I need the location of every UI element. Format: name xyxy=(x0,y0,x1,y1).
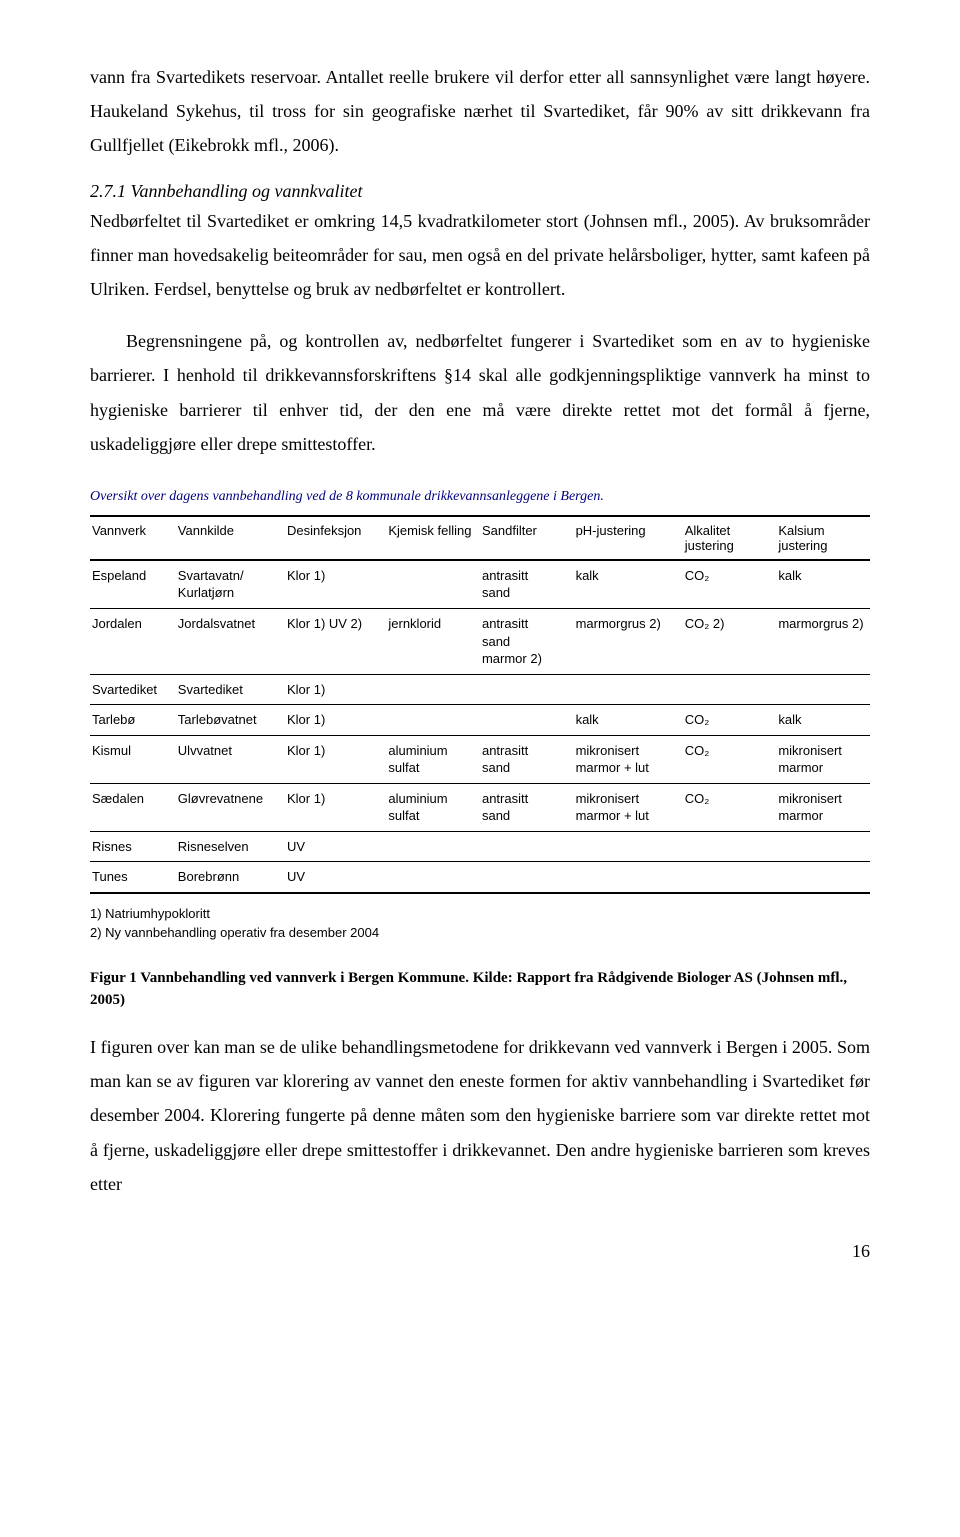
table-column-header: Kalsium justering xyxy=(776,516,870,560)
table-cell xyxy=(386,674,480,705)
table-cell: CO₂ 2) xyxy=(683,608,777,674)
table-cell: Svartediket xyxy=(90,674,176,705)
table-header-row: VannverkVannkildeDesinfeksjonKjemisk fel… xyxy=(90,516,870,560)
table-caption: Oversikt over dagens vannbehandling ved … xyxy=(90,489,870,505)
table-cell xyxy=(683,674,777,705)
footnote-line: 1) Natriumhypokloritt xyxy=(90,904,870,924)
section-subheading: 2.7.1 Vannbehandling og vannkvalitet xyxy=(90,181,870,202)
table-figure: Oversikt over dagens vannbehandling ved … xyxy=(90,489,870,943)
table-column-header: Desinfeksjon xyxy=(285,516,386,560)
table-cell: Tarlebøvatnet xyxy=(176,705,285,736)
table-row: SædalenGløvrevatneneKlor 1)aluminiumsulf… xyxy=(90,783,870,831)
table-row: KismulUlvvatnetKlor 1)aluminiumsulfatant… xyxy=(90,735,870,783)
table-cell: Tunes xyxy=(90,862,176,893)
table-cell: kalk xyxy=(574,560,683,609)
table-cell: marmorgrus 2) xyxy=(574,608,683,674)
table-cell: Espeland xyxy=(90,560,176,609)
table-cell: antrasittsandmarmor 2) xyxy=(480,608,574,674)
table-row: TunesBorebrønnUV xyxy=(90,862,870,893)
table-row: JordalenJordalsvatnetKlor 1) UV 2)jernkl… xyxy=(90,608,870,674)
table-cell xyxy=(480,674,574,705)
table-cell: Ulvvatnet xyxy=(176,735,285,783)
table-cell: UV xyxy=(285,831,386,862)
table-cell: marmorgrus 2) xyxy=(776,608,870,674)
table-cell xyxy=(480,705,574,736)
table-cell: Sædalen xyxy=(90,783,176,831)
table-cell xyxy=(386,831,480,862)
table-cell: kalk xyxy=(776,560,870,609)
table-cell xyxy=(776,862,870,893)
table-cell xyxy=(683,862,777,893)
table-cell: kalk xyxy=(776,705,870,736)
table-cell xyxy=(386,862,480,893)
table-column-header: Vannkilde xyxy=(176,516,285,560)
paragraph-1: vann fra Svartedikets reservoar. Antalle… xyxy=(90,60,870,163)
table-cell: Klor 1) xyxy=(285,674,386,705)
table-column-header: Sandfilter xyxy=(480,516,574,560)
table-column-header: Vannverk xyxy=(90,516,176,560)
table-row: SvartediketSvartediketKlor 1) xyxy=(90,674,870,705)
table-cell: CO₂ xyxy=(683,705,777,736)
table-cell: kalk xyxy=(574,705,683,736)
water-treatment-table: VannverkVannkildeDesinfeksjonKjemisk fel… xyxy=(90,515,870,894)
paragraph-3: Begrensningene på, og kontrollen av, ned… xyxy=(90,324,870,461)
table-cell xyxy=(480,831,574,862)
table-cell: antrasittsand xyxy=(480,783,574,831)
table-cell: mikronisertmarmor xyxy=(776,783,870,831)
table-column-header: Kjemisk felling xyxy=(386,516,480,560)
table-cell: UV xyxy=(285,862,386,893)
table-cell: Jordalsvatnet xyxy=(176,608,285,674)
table-row: TarlebøTarlebøvatnetKlor 1) kalkCO₂kalk xyxy=(90,705,870,736)
footnote-line: 2) Ny vannbehandling operativ fra desemb… xyxy=(90,923,870,943)
table-cell: mikronisertmarmor + lut xyxy=(574,735,683,783)
table-cell xyxy=(776,674,870,705)
table-row: RisnesRisneselvenUV xyxy=(90,831,870,862)
table-footnotes: 1) Natriumhypokloritt2) Ny vannbehandlin… xyxy=(90,904,870,943)
table-cell: Gløvrevatnene xyxy=(176,783,285,831)
table-cell: Klor 1) xyxy=(285,735,386,783)
table-column-header: Alkalitet justering xyxy=(683,516,777,560)
table-cell: Klor 1) xyxy=(285,783,386,831)
table-cell: Svartavatn/Kurlatjørn xyxy=(176,560,285,609)
table-cell xyxy=(574,862,683,893)
figure-caption: Figur 1 Vannbehandling ved vannverk i Be… xyxy=(90,967,870,1012)
table-cell: mikronisertmarmor xyxy=(776,735,870,783)
table-cell xyxy=(386,560,480,609)
page-number: 16 xyxy=(90,1241,870,1262)
table-cell: antrasittsand xyxy=(480,735,574,783)
table-column-header: pH-justering xyxy=(574,516,683,560)
document-page: vann fra Svartedikets reservoar. Antalle… xyxy=(0,0,960,1302)
table-cell: CO₂ xyxy=(683,783,777,831)
table-cell: Svartediket xyxy=(176,674,285,705)
table-cell: Kismul xyxy=(90,735,176,783)
paragraph-2: Nedbørfeltet til Svartediket er omkring … xyxy=(90,204,870,307)
table-cell: Jordalen xyxy=(90,608,176,674)
table-cell xyxy=(574,831,683,862)
table-cell: Risneselven xyxy=(176,831,285,862)
table-cell: Klor 1) UV 2) xyxy=(285,608,386,674)
table-cell xyxy=(776,831,870,862)
table-cell xyxy=(683,831,777,862)
table-cell: Borebrønn xyxy=(176,862,285,893)
table-cell: aluminiumsulfat xyxy=(386,783,480,831)
table-cell: antrasittsand xyxy=(480,560,574,609)
table-cell: Risnes xyxy=(90,831,176,862)
table-cell: jernklorid xyxy=(386,608,480,674)
table-cell: Klor 1) xyxy=(285,705,386,736)
table-cell: Tarlebø xyxy=(90,705,176,736)
paragraph-4: I figuren over kan man se de ulike behan… xyxy=(90,1030,870,1201)
table-cell: Klor 1) xyxy=(285,560,386,609)
table-cell: mikronisertmarmor + lut xyxy=(574,783,683,831)
table-cell: CO₂ xyxy=(683,560,777,609)
table-cell xyxy=(386,705,480,736)
table-body: EspelandSvartavatn/KurlatjørnKlor 1)antr… xyxy=(90,560,870,893)
table-cell xyxy=(480,862,574,893)
table-cell xyxy=(574,674,683,705)
table-row: EspelandSvartavatn/KurlatjørnKlor 1) antr… xyxy=(90,560,870,609)
table-cell: aluminiumsulfat xyxy=(386,735,480,783)
table-cell: CO₂ xyxy=(683,735,777,783)
